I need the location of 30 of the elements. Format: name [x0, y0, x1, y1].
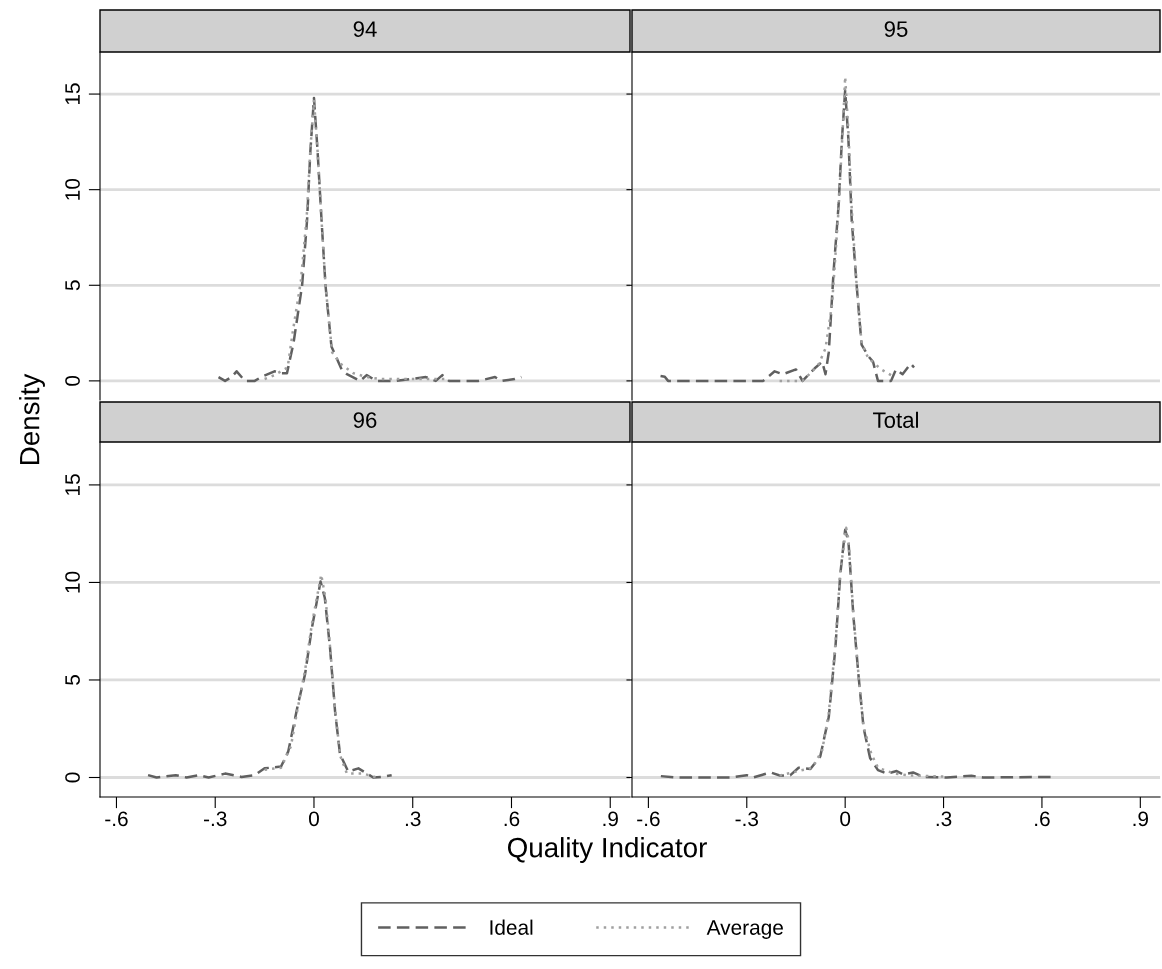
x-tick-label: .9 — [1133, 811, 1149, 827]
x-tick-label: .6 — [504, 811, 520, 827]
legend-label: Average — [706, 920, 783, 940]
x-tick-label: .3 — [405, 811, 421, 827]
y-tick-label: 15 — [65, 474, 80, 495]
y-tick-label: 0 — [65, 772, 80, 783]
y-tick-label: 15 — [65, 83, 80, 105]
y-tick-label: 5 — [65, 675, 80, 685]
x-tick-label: .3 — [936, 811, 952, 827]
x-tick-label: -.6 — [637, 811, 660, 827]
line-series — [263, 98, 447, 381]
x-axis-title: Quality Indicator — [507, 837, 707, 863]
x-tick-label: .9 — [603, 811, 618, 827]
y-axis-title: Density — [19, 373, 45, 465]
x-tick-label: 0 — [309, 811, 319, 827]
chart-title: 95 — [884, 21, 908, 37]
line-series — [146, 580, 393, 779]
chart-title: 96 — [353, 412, 377, 428]
x-tick-label: -.6 — [105, 811, 128, 827]
y-tick-label: 10 — [65, 571, 80, 593]
x-tick-label: -.3 — [203, 811, 227, 827]
y-tick-label: 10 — [65, 178, 80, 200]
y-tick-label: 5 — [65, 280, 80, 291]
x-tick-label: 0 — [840, 811, 851, 827]
legend-label: Ideal — [490, 919, 533, 935]
x-tick-label: .6 — [1035, 811, 1050, 827]
y-tick-label: 0 — [65, 375, 80, 386]
chart-title: Total — [873, 411, 918, 428]
chart-title: 94 — [353, 21, 377, 37]
x-tick-label: -.3 — [735, 811, 759, 827]
